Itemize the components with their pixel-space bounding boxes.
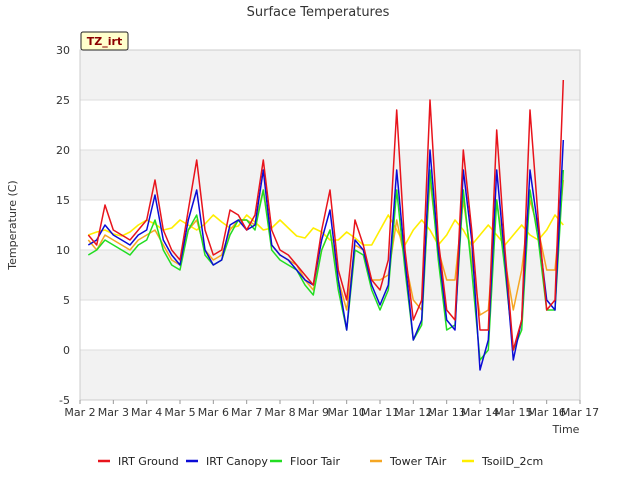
chart-title: Surface Temperatures: [247, 5, 390, 20]
plot-area: [80, 50, 580, 400]
badge-box: [80, 31, 129, 51]
y-tick-label: 20: [56, 144, 70, 157]
x-tick-label: Mar 5: [164, 406, 195, 419]
badge-label: TZ_irt: [87, 35, 122, 48]
x-tick-label: Mar 15: [494, 406, 532, 419]
x-axis-ticks: Mar 2 Mar 3 Mar 4 Mar 5 Mar 6 Mar 7 Mar 8 Mar 9…: [64, 400, 599, 419]
x-tick-label: Mar 13: [428, 406, 466, 419]
y-tick-label: 10: [56, 244, 70, 257]
y-axis-label: Temperature (C): [6, 180, 19, 270]
x-tick-label: Mar 2: [64, 406, 95, 419]
legend: IRT Ground IRT Canopy Floor Tair Tower TAir…: [98, 455, 543, 468]
legend-label: TsoilD_2cm: [481, 455, 543, 468]
grid-band: [80, 350, 580, 400]
y-tick-label: 0: [63, 344, 70, 357]
plot-background: [79, 49, 581, 401]
legend-label: Tower TAir: [389, 455, 447, 468]
y-tick-label: 5: [63, 294, 70, 307]
y-tick-label: -5: [59, 394, 70, 407]
x-tick-label: Mar 4: [131, 406, 162, 419]
y-tick-label: 15: [56, 194, 70, 207]
x-tick-label: Mar 10: [328, 406, 366, 419]
y-axis-ticks: -5 0 5 10 15 20 25 30: [56, 44, 70, 407]
badge: TZ_irt: [80, 31, 129, 51]
legend-label: IRT Canopy: [206, 455, 268, 468]
grid-band: [80, 250, 580, 300]
x-tick-label: Mar 3: [98, 406, 129, 419]
x-tick-label: Mar 16: [528, 406, 566, 419]
grid-band: [80, 50, 580, 100]
x-tick-label: Mar 12: [394, 406, 432, 419]
series-line-tsoild-2cm: [88, 214, 564, 246]
x-tick-label: Mar 9: [298, 406, 329, 419]
legend-label: Floor Tair: [290, 455, 341, 468]
legend-label: IRT Ground: [118, 455, 179, 468]
plot-frame: [79, 49, 581, 401]
x-tick-label: Mar 17: [561, 406, 599, 419]
series-line-irt-canopy: [87, 139, 565, 371]
x-tick-label: Mar 14: [461, 406, 499, 419]
x-tick-label: Mar 6: [198, 406, 229, 419]
y-tick-label: 25: [56, 94, 70, 107]
y-tick-label: 30: [56, 44, 70, 57]
x-tick-label: Mar 8: [264, 406, 295, 419]
series-lines: [87, 79, 565, 371]
x-tick-label: Mar 11: [361, 406, 399, 419]
series-line-irt-ground: [87, 79, 565, 351]
x-axis-label: Time: [552, 423, 580, 436]
x-tick-label: Mar 7: [231, 406, 262, 419]
